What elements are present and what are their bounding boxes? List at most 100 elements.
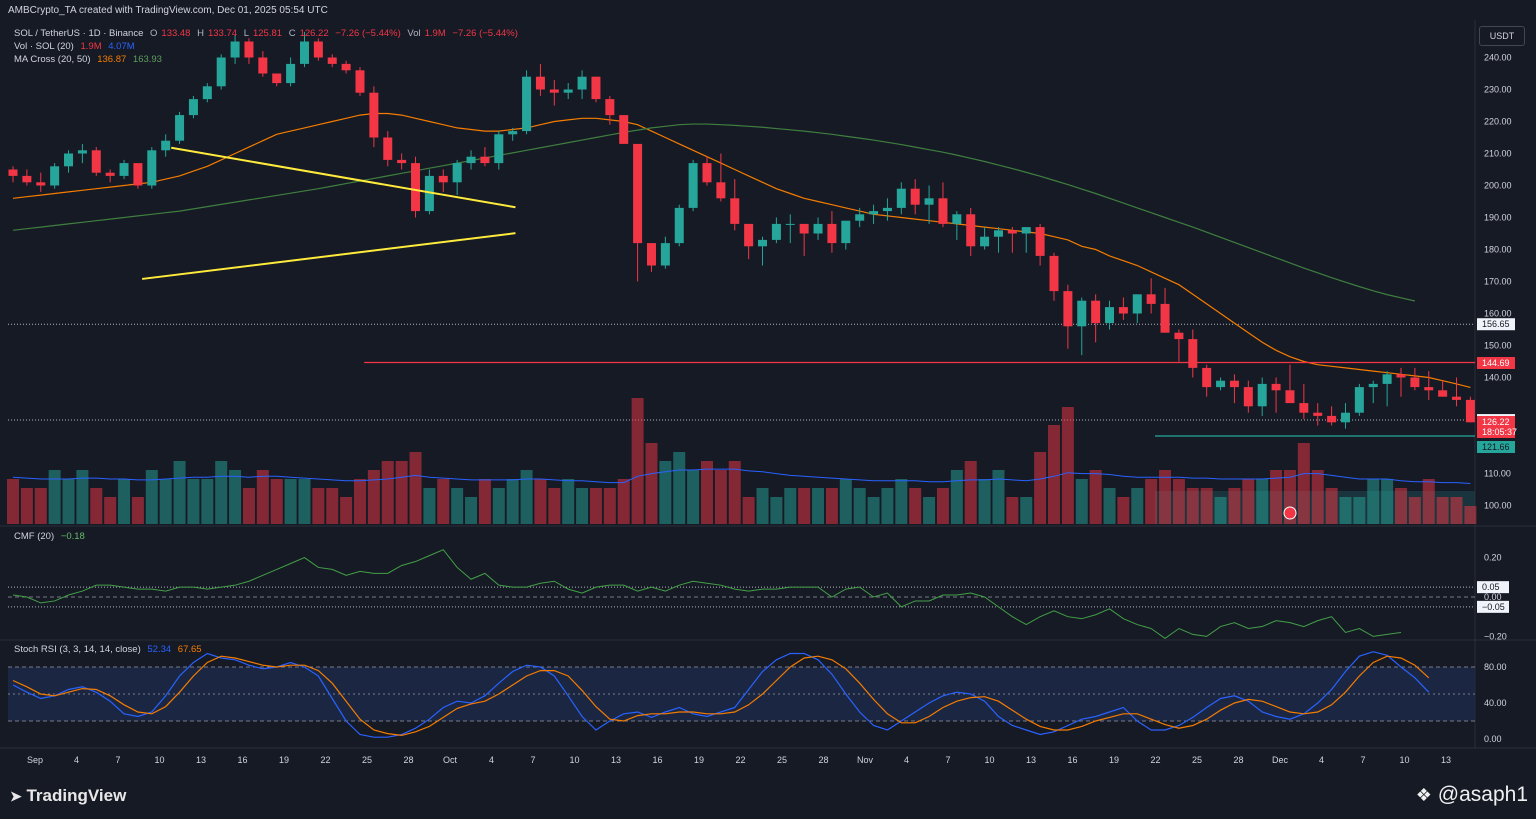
candle-body — [882, 207, 892, 212]
candle-body — [716, 182, 726, 199]
volume-bar — [242, 488, 255, 524]
volume-bar — [659, 461, 672, 524]
candle — [1118, 297, 1128, 320]
candle — [910, 179, 920, 215]
candle-body — [313, 41, 323, 58]
volume-bar — [131, 497, 144, 524]
candle-body — [910, 188, 920, 205]
candle — [1188, 329, 1198, 378]
price-tick-label: 140.00 — [1484, 373, 1512, 383]
volume-bar — [742, 497, 755, 524]
cmf-tick-label: 0.05 — [1482, 582, 1500, 592]
time-tick-label: Dec — [1272, 755, 1289, 765]
vol-sol-name[interactable]: Vol · SOL (20) — [14, 41, 74, 52]
stoch-legend: Stoch RSI (3, 3, 14, 14, close) 52.34 67… — [14, 644, 206, 655]
candle-body — [855, 214, 865, 221]
price-tick-label: 220.00 — [1484, 117, 1512, 127]
candle-body — [1396, 374, 1406, 378]
cmf-tick-label: 0.00 — [1484, 592, 1502, 602]
candle — [1021, 227, 1031, 253]
volume-bar — [714, 470, 727, 524]
cmf-legend: CMF (20) −0.18 — [14, 531, 89, 542]
candle-body — [966, 214, 976, 247]
candle-body — [1063, 291, 1073, 327]
candle — [730, 179, 740, 231]
candle-body — [633, 143, 643, 244]
price-label-box — [1477, 426, 1515, 438]
candle-body — [549, 89, 559, 93]
price-tick-label: 160.00 — [1484, 309, 1512, 319]
tradingview-logo[interactable]: ➤ TradingView — [10, 786, 127, 805]
time-tick-label: 7 — [530, 755, 535, 765]
volume-bar — [465, 497, 478, 524]
candle-body — [799, 223, 809, 234]
candle — [1424, 371, 1434, 400]
candle-body — [105, 172, 115, 176]
volume-bar — [423, 488, 436, 524]
candle — [966, 207, 976, 256]
volume-bar — [7, 479, 19, 524]
candle — [64, 150, 74, 173]
volume-bar — [1395, 488, 1407, 524]
candle-body — [688, 163, 698, 208]
candle — [202, 83, 212, 103]
vol-label: Vol — [407, 28, 421, 39]
candle — [22, 169, 32, 186]
candle-body — [466, 156, 476, 164]
ma-cross-name[interactable]: MA Cross (20, 50) — [14, 54, 91, 65]
candle-body — [480, 156, 490, 164]
time-tick-label: 19 — [1109, 755, 1119, 765]
ohlc-low-value: 125.81 — [252, 28, 283, 39]
volume-bar — [923, 497, 936, 524]
currency-button[interactable]: USDT — [1479, 26, 1525, 46]
candle-body — [327, 57, 337, 64]
candle — [1216, 377, 1226, 391]
volume-bar — [187, 479, 200, 524]
cmf-name[interactable]: CMF (20) — [14, 531, 55, 542]
volume-bar — [1436, 497, 1449, 524]
candle-body — [1257, 383, 1267, 407]
stoch-tick-label: 80.00 — [1484, 662, 1507, 672]
candle — [633, 143, 643, 282]
volume-bar — [562, 479, 575, 524]
candle — [175, 111, 185, 144]
volume-bar — [548, 488, 561, 524]
volume-bar — [437, 479, 450, 524]
candle — [494, 131, 504, 170]
candle-body — [827, 223, 837, 244]
candle-body — [1160, 303, 1170, 333]
candle-body — [1243, 387, 1253, 407]
candle — [1035, 223, 1045, 266]
volume-bar — [395, 461, 408, 524]
stoch-d-value: 67.65 — [177, 644, 202, 655]
price-change: −7.26 (−5.44%) — [335, 28, 401, 39]
volume-bar — [701, 461, 713, 524]
volume-bar — [381, 461, 394, 524]
candle — [119, 159, 129, 180]
candle — [1368, 380, 1378, 404]
candle-body — [646, 243, 656, 266]
candle-body — [730, 198, 740, 224]
candle-body — [1049, 255, 1059, 292]
time-tick-label: 13 — [1441, 755, 1451, 765]
volume-bar — [145, 470, 158, 524]
stoch-name[interactable]: Stoch RSI (3, 3, 14, 14, close) — [14, 644, 141, 655]
candle — [8, 166, 18, 183]
price-tick-label: 110.00 — [1484, 469, 1511, 479]
volume-bar — [451, 488, 464, 524]
candle — [591, 76, 601, 103]
candle — [702, 156, 712, 186]
volume-bar — [270, 479, 283, 524]
volume-bar — [118, 479, 131, 524]
time-tick-label: 22 — [1150, 755, 1160, 765]
symbol-name[interactable]: SOL / TetherUS · 1D · Binance — [14, 28, 144, 39]
volume-bar — [1075, 479, 1088, 524]
candle-body — [813, 223, 823, 234]
volume-bar — [909, 488, 922, 524]
stoch-tick-label: 40.00 — [1484, 698, 1507, 708]
candle-body — [1410, 377, 1420, 388]
volume-bar — [812, 488, 825, 524]
time-tick-label: 7 — [1360, 755, 1365, 765]
candle-body — [175, 115, 185, 141]
